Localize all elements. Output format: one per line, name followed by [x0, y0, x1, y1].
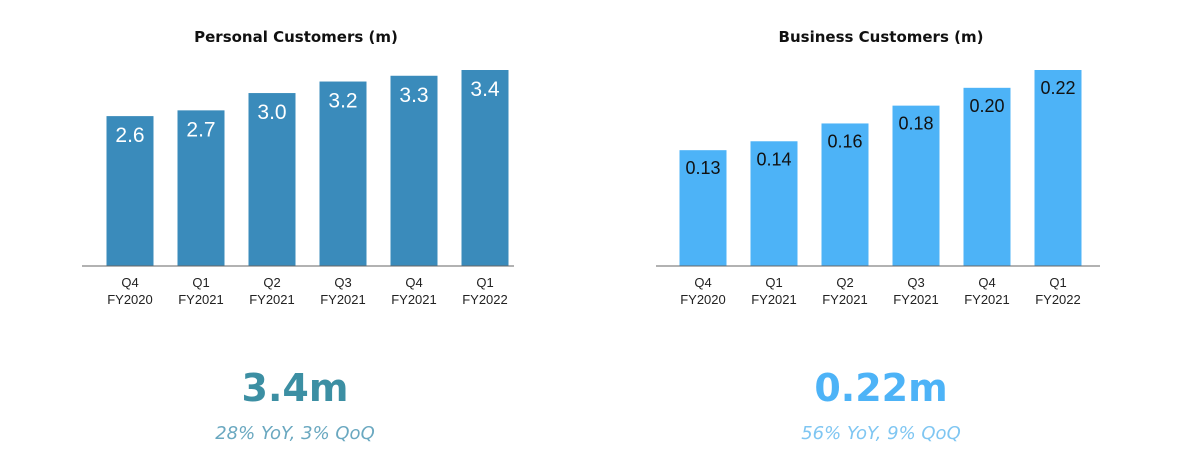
business-chart-title: Business Customers (m) [779, 28, 984, 46]
business-tick-quarter-3: Q3 [907, 275, 924, 290]
personal-bar-3 [319, 81, 367, 266]
personal-tick-year-5: FY2022 [462, 292, 508, 307]
personal-bar-label-4: 3.3 [399, 84, 428, 107]
personal-chart-title: Personal Customers (m) [194, 28, 398, 46]
personal-tick-year-3: FY2021 [320, 292, 366, 307]
personal-tick-quarter-2: Q2 [263, 275, 280, 290]
business-tick-year-2: FY2021 [822, 292, 868, 307]
business-bar-4 [963, 87, 1011, 267]
personal-tick-year-4: FY2021 [391, 292, 437, 307]
business-bar-1 [750, 141, 798, 266]
personal-tick-quarter-3: Q3 [334, 275, 351, 290]
personal-total-value: 3.4m [241, 366, 349, 410]
personal-tick-quarter-4: Q4 [405, 275, 422, 290]
business-tick-quarter-0: Q4 [694, 275, 711, 290]
personal-bar-5 [461, 70, 509, 266]
personal-customers-chart: Personal Customers (m) 2.6 Q4 FY2020 2.7 Q1 FY… [82, 28, 514, 307]
personal-bar-4 [390, 75, 438, 266]
business-bar-5 [1034, 70, 1082, 266]
personal-bar-label-1: 2.7 [186, 118, 215, 141]
personal-bar-2 [248, 93, 296, 266]
business-bar-3 [892, 105, 940, 267]
business-bar-label-3: 0.18 [898, 114, 933, 134]
business-bar-label-4: 0.20 [969, 96, 1004, 116]
business-growth-text: 56% YoY, 9% QoQ [801, 423, 961, 444]
personal-growth-text: 28% YoY, 3% QoQ [215, 423, 375, 444]
personal-tick-year-2: FY2021 [249, 292, 295, 307]
personal-tick-year-0: FY2020 [107, 292, 153, 307]
business-summary: 0.22m 56% YoY, 9% QoQ [681, 366, 1081, 446]
personal-tick-quarter-1: Q1 [192, 275, 209, 290]
business-bar-2 [821, 123, 869, 266]
business-bar-0 [679, 150, 727, 266]
business-bar-label-0: 0.13 [685, 158, 720, 178]
business-tick-year-1: FY2021 [751, 292, 797, 307]
personal-tick-year-1: FY2021 [178, 292, 224, 307]
personal-tick-quarter-0: Q4 [121, 275, 138, 290]
business-bar-label-1: 0.14 [756, 149, 791, 169]
business-tick-quarter-5: Q1 [1049, 275, 1066, 290]
business-bar-label-2: 0.16 [827, 131, 862, 151]
personal-bar-label-3: 3.2 [328, 90, 357, 113]
business-tick-quarter-1: Q1 [765, 275, 782, 290]
business-tick-year-4: FY2021 [964, 292, 1010, 307]
business-tick-year-3: FY2021 [893, 292, 939, 307]
business-tick-quarter-4: Q4 [978, 275, 995, 290]
personal-bar-label-0: 2.6 [115, 124, 144, 147]
personal-bar-label-5: 3.4 [470, 78, 500, 101]
business-tick-quarter-2: Q2 [836, 275, 853, 290]
business-customers-chart: Business Customers (m) 0.13 Q4 FY2020 0.14 Q1… [656, 28, 1100, 307]
personal-bar-1 [177, 110, 225, 267]
personal-bar-label-2: 3.0 [257, 101, 286, 124]
business-tick-year-5: FY2022 [1035, 292, 1081, 307]
personal-summary: 3.4m 28% YoY, 3% QoQ [95, 366, 495, 446]
personal-tick-quarter-5: Q1 [476, 275, 493, 290]
personal-bar-0 [106, 116, 154, 266]
business-tick-year-0: FY2020 [680, 292, 726, 307]
business-total-value: 0.22m [814, 366, 948, 410]
business-bar-label-5: 0.22 [1040, 78, 1075, 98]
